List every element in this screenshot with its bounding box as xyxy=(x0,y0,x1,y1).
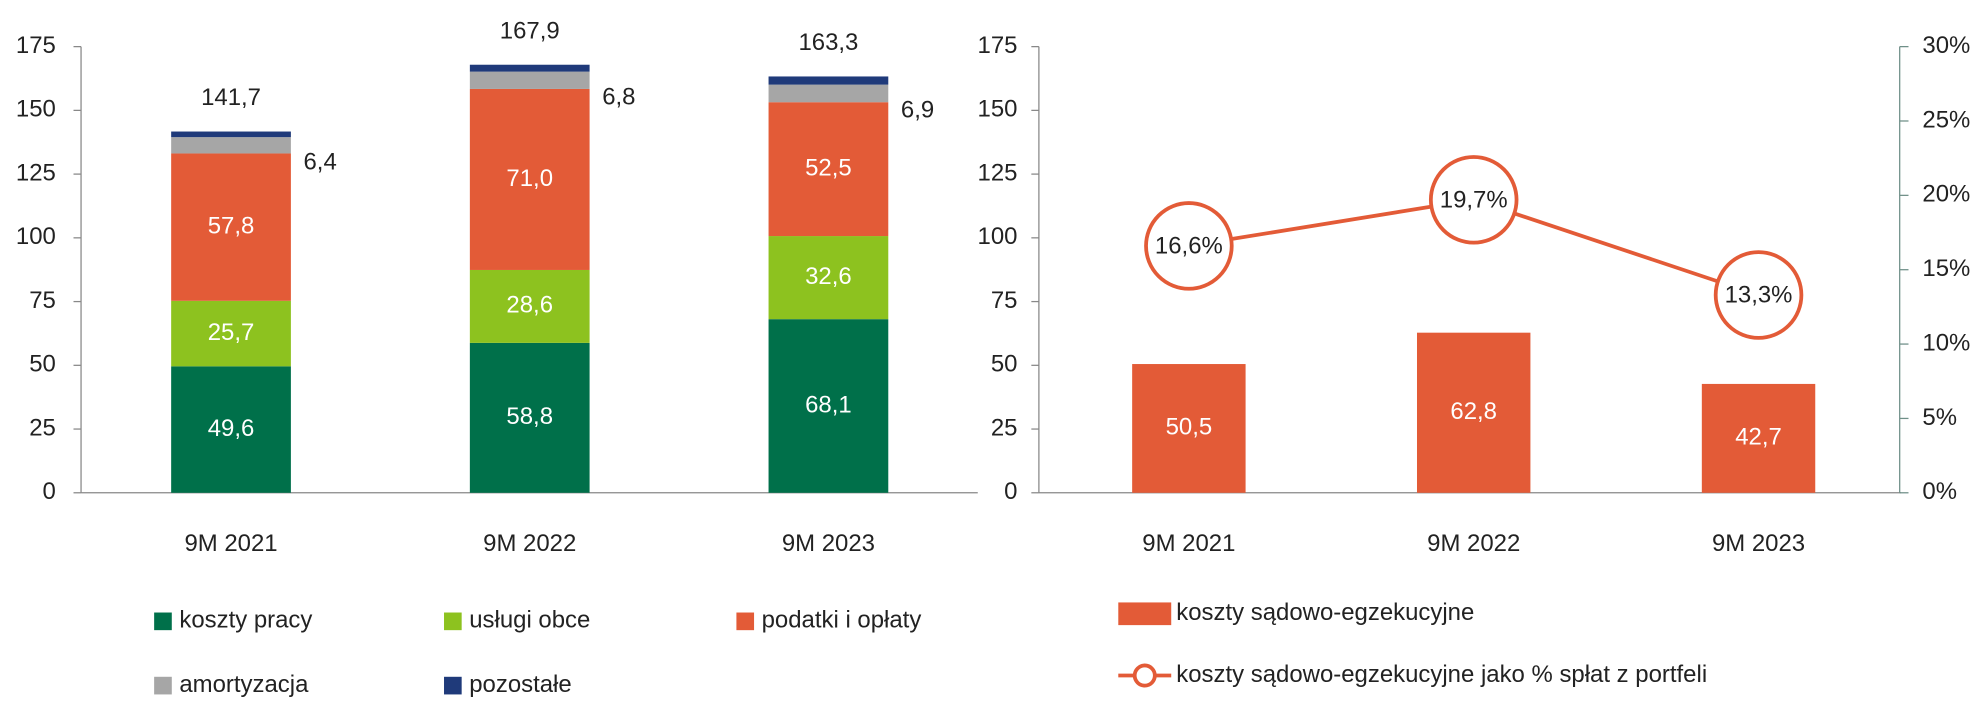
bar-segment xyxy=(469,88,590,270)
total-label: 163,3 xyxy=(798,29,858,56)
y2-tick-label: 10% xyxy=(1922,329,1970,356)
y-tick-label: 50 xyxy=(29,351,56,378)
legend-label: podatki i opłaty xyxy=(762,607,922,634)
value-label: 28,6 xyxy=(506,292,553,319)
bar-segment xyxy=(1132,364,1246,493)
total-label: 141,7 xyxy=(201,84,261,111)
legend-swatch xyxy=(444,612,462,631)
value-label: 19,7% xyxy=(1440,186,1508,213)
value-label: 58,8 xyxy=(506,403,553,430)
value-label: 25,7 xyxy=(208,319,255,346)
y-tick-label: 125 xyxy=(16,159,56,186)
y-tick-label: 175 xyxy=(16,32,56,59)
y-tick-label: 150 xyxy=(978,96,1018,123)
bar-segment xyxy=(768,319,889,493)
y-tick-label: 75 xyxy=(29,287,56,314)
legend-label: amortyzacja xyxy=(179,671,309,698)
x-tick-label: 9M 2022 xyxy=(483,530,576,557)
bar-segment xyxy=(469,71,590,89)
value-label: 32,6 xyxy=(805,263,852,290)
bar-segment xyxy=(171,300,291,367)
bar-segment xyxy=(171,366,291,493)
line-marker xyxy=(1144,201,1234,291)
legend-label: koszty sądowo-egzekucyjne jako % spłat z… xyxy=(1176,661,1707,688)
x-tick-label: 9M 2023 xyxy=(1712,530,1805,557)
legend-label: usługi obce xyxy=(469,607,590,634)
y2-tick-label: 30% xyxy=(1922,32,1970,59)
line-marker xyxy=(1428,155,1519,245)
value-label: 6,4 xyxy=(303,148,336,175)
line-marker xyxy=(1713,250,1804,340)
bar-segment xyxy=(768,236,889,320)
total-label: 167,9 xyxy=(500,17,560,44)
x-tick-label: 9M 2023 xyxy=(782,530,875,557)
value-label: 42,7 xyxy=(1735,424,1782,451)
y-tick-label: 0 xyxy=(43,478,56,505)
legend-label: pozostałe xyxy=(469,671,571,698)
y-tick-label: 100 xyxy=(978,223,1018,250)
y-tick-label: 50 xyxy=(991,351,1018,378)
legend-label: koszty sądowo-egzekucyjne xyxy=(1176,599,1474,626)
bar-segment xyxy=(171,153,291,301)
legend-swatch xyxy=(154,676,172,695)
value-label: 6,9 xyxy=(901,96,934,123)
bar-segment xyxy=(469,64,590,72)
bar-segment xyxy=(768,102,889,237)
bar-segment xyxy=(171,137,291,154)
y-tick-label: 25 xyxy=(29,414,56,441)
bar-segment xyxy=(1416,332,1531,493)
x-tick-label: 9M 2021 xyxy=(1142,530,1235,557)
x-tick-label: 9M 2021 xyxy=(184,530,277,557)
legend-swatch xyxy=(154,612,172,631)
y-tick-label: 175 xyxy=(978,32,1018,59)
y-tick-label: 125 xyxy=(978,159,1018,186)
y2-tick-label: 20% xyxy=(1922,181,1970,208)
bar-segment xyxy=(171,131,291,138)
y-tick-label: 25 xyxy=(991,414,1018,441)
y-tick-label: 150 xyxy=(16,96,56,123)
y2-tick-label: 15% xyxy=(1922,255,1970,282)
legend-swatch xyxy=(444,676,462,695)
value-label: 62,8 xyxy=(1450,398,1497,425)
legend-label: koszty pracy xyxy=(179,607,312,634)
bar-segment xyxy=(1701,383,1816,493)
legend-marker xyxy=(1132,663,1157,688)
legend-swatch xyxy=(1118,602,1172,626)
value-label: 68,1 xyxy=(805,391,852,418)
y-tick-label: 0 xyxy=(1004,478,1017,505)
value-label: 71,0 xyxy=(506,165,553,192)
value-label: 49,6 xyxy=(208,415,255,442)
legend-swatch xyxy=(736,612,755,631)
bar-segment xyxy=(768,84,889,103)
bar-segment xyxy=(768,76,889,85)
value-label: 16,6% xyxy=(1155,233,1223,260)
y2-tick-label: 25% xyxy=(1922,106,1970,133)
value-label: 6,8 xyxy=(602,83,635,110)
y-tick-label: 100 xyxy=(16,223,56,250)
x-tick-label: 9M 2022 xyxy=(1427,530,1520,557)
value-label: 13,3% xyxy=(1725,282,1793,309)
value-label: 50,5 xyxy=(1166,414,1213,441)
y-tick-label: 75 xyxy=(991,287,1018,314)
bar-segment xyxy=(469,269,590,343)
y2-tick-label: 5% xyxy=(1922,404,1957,431)
bar-segment xyxy=(469,342,590,493)
y2-tick-label: 0% xyxy=(1922,478,1957,505)
value-label: 57,8 xyxy=(208,212,255,239)
value-label: 52,5 xyxy=(805,154,852,181)
